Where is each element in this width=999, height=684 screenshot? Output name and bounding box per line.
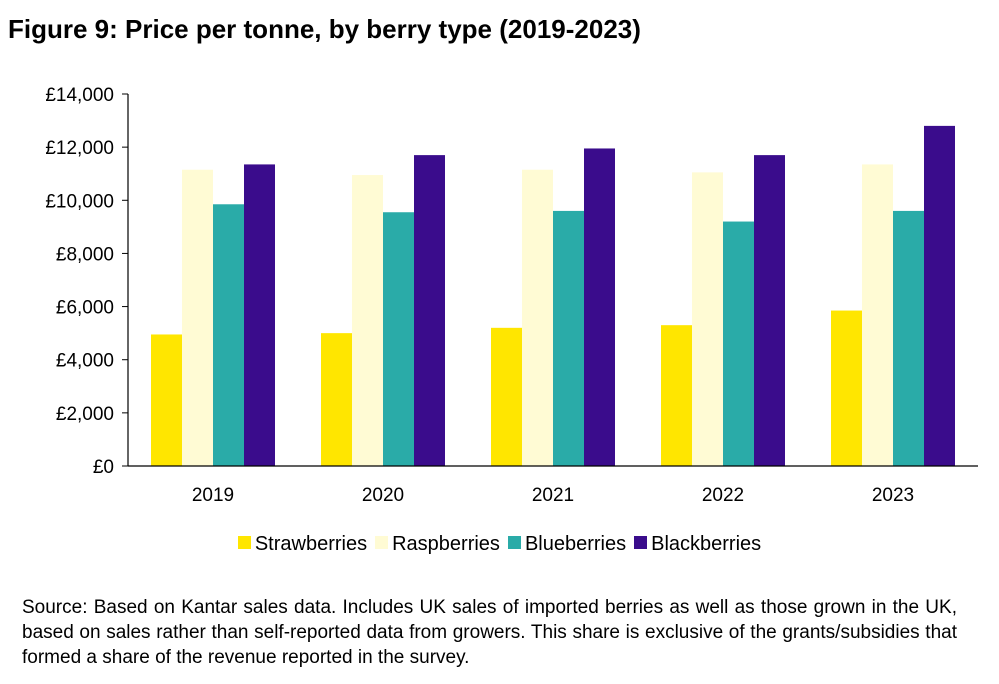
legend-swatch: [507, 536, 521, 550]
y-tick-label: £10,000: [45, 191, 114, 212]
legend-item-blueberries: Blueberries: [507, 533, 627, 556]
bar-strawberries-2023: [831, 310, 862, 466]
y-tick-label: £6,000: [56, 298, 114, 319]
legend-swatch: [375, 536, 389, 550]
bar-strawberries-2019: [151, 334, 182, 466]
bar-chart: £0 £2,000 £4,000 £6,000 £8,000 £10,000 £12,000…: [45, 85, 978, 506]
y-tick-label: £14,000: [45, 85, 114, 106]
bars-group: [151, 125, 955, 467]
bar-blueberries-2021: [553, 210, 584, 466]
bar-raspberries-2020: [352, 175, 383, 467]
x-tick-label: 2019: [192, 485, 234, 506]
y-tick-label: £4,000: [56, 351, 114, 372]
legend-item-raspberries: Raspberries: [375, 533, 500, 556]
bar-blueberries-2020: [383, 212, 414, 466]
legend-label: Strawberries: [254, 533, 368, 555]
bar-blackberries-2020: [414, 155, 445, 466]
bar-blackberries-2022: [754, 155, 785, 466]
y-axis-ticks: £0 £2,000 £4,000 £6,000 £8,000 £10,000 £12,000…: [45, 85, 128, 478]
y-tick-label: £0: [93, 457, 114, 478]
legend-item-blackberries: Blackberries: [634, 533, 761, 556]
legend-label: Raspberries: [392, 533, 500, 555]
bar-strawberries-2021: [491, 327, 522, 466]
bar-blackberries-2021: [584, 148, 615, 466]
legend-swatch: [634, 536, 648, 550]
bar-raspberries-2021: [522, 169, 553, 466]
x-axis-ticks: 2019 2020 2021 2022 2023: [192, 485, 914, 506]
bar-blueberries-2022: [723, 221, 754, 466]
x-tick-label: 2022: [702, 485, 744, 506]
legend-label: Blueberries: [524, 533, 627, 555]
bar-raspberries-2019: [182, 169, 213, 466]
bar-raspberries-2022: [692, 172, 723, 466]
bar-strawberries-2022: [661, 325, 692, 466]
source-note: Source: Based on Kantar sales data. Incl…: [22, 597, 957, 668]
y-tick-label: £12,000: [45, 138, 114, 159]
legend: Strawberries Raspberries Blueberries Blackb…: [0, 533, 999, 556]
x-tick-label: 2023: [872, 485, 914, 506]
chart-title: Figure 9: Price per tonne, by berry type…: [8, 14, 641, 44]
bar-blackberries-2023: [924, 125, 955, 466]
legend-item-strawberries: Strawberries: [237, 533, 368, 556]
bar-raspberries-2023: [862, 164, 893, 466]
bar-strawberries-2020: [321, 333, 352, 466]
bar-blueberries-2019: [213, 204, 244, 466]
bar-blueberries-2023: [893, 210, 924, 466]
x-tick-label: 2020: [362, 485, 404, 506]
legend-swatch: [237, 536, 251, 550]
y-tick-label: £8,000: [56, 244, 114, 265]
legend-label: Blackberries: [651, 533, 762, 555]
y-tick-label: £2,000: [56, 404, 114, 425]
bar-blackberries-2019: [244, 164, 275, 466]
x-tick-label: 2021: [532, 485, 574, 506]
